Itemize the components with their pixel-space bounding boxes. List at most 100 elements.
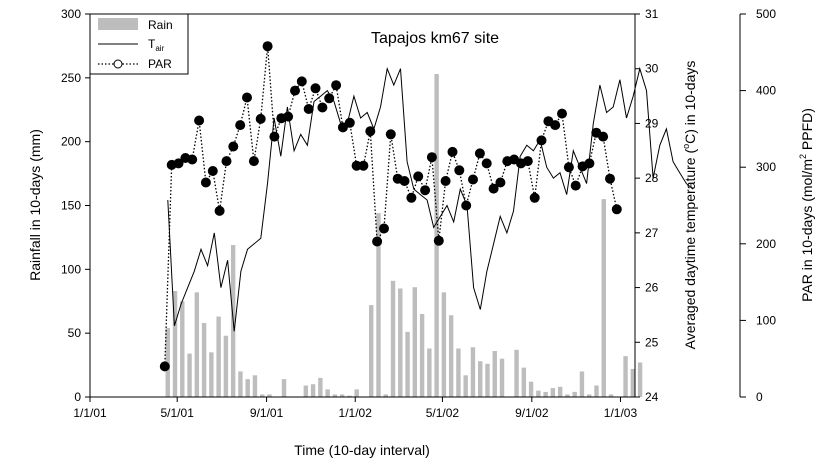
par-point (495, 177, 506, 188)
x-axis-label: Time (10-day interval) (294, 442, 430, 458)
par-point (228, 141, 239, 152)
par-point (488, 183, 499, 194)
par-point (159, 361, 170, 372)
par-point (570, 180, 581, 191)
y-left-tick-label: 200 (61, 135, 81, 149)
x-tick-label: 5/1/02 (426, 406, 460, 420)
rain-bar (565, 394, 570, 397)
par-point (440, 176, 451, 186)
y-temp-tick-label: 30 (645, 62, 659, 76)
rain-bar (543, 391, 548, 397)
rain-bar (434, 74, 439, 398)
rain-bar (601, 199, 606, 397)
par-point (557, 108, 567, 119)
par-point (481, 158, 492, 169)
par-point (290, 85, 300, 96)
par-point (283, 111, 294, 122)
rain-bar (557, 386, 563, 397)
par-point (207, 166, 218, 176)
rain-bar (492, 351, 497, 397)
rain-bar (390, 280, 396, 397)
y-left-tick-label: 150 (61, 199, 81, 213)
par-point (317, 102, 328, 113)
tair-line (167, 66, 694, 332)
y-left-tick-label: 100 (61, 262, 81, 276)
rain-bar (209, 352, 214, 397)
rain-bar (412, 287, 418, 397)
par-point (200, 177, 211, 188)
rain-bar (623, 356, 628, 397)
y-temp-tick-label: 26 (645, 281, 659, 295)
par-point (461, 200, 472, 211)
rain-bar (180, 301, 185, 397)
rain-bar (260, 394, 265, 397)
rain-bar (594, 385, 599, 397)
par-point (324, 93, 335, 104)
y-temp-tick-label: 31 (645, 7, 659, 21)
par-point (598, 131, 609, 142)
par-point (187, 154, 198, 165)
par-point (426, 152, 437, 163)
legend-label-rain: Rain (148, 18, 173, 32)
rain-bar (470, 347, 476, 397)
rain-bar (281, 379, 287, 397)
y-temp-tick-label: 24 (645, 390, 659, 404)
par-point (379, 223, 389, 234)
legend-swatch-rain (98, 18, 138, 30)
y-par-tick-label: 0 (756, 390, 763, 404)
par-point (358, 160, 369, 171)
rain-bar (216, 316, 221, 397)
par-point (474, 148, 485, 159)
rain-bar (637, 362, 643, 397)
rain-bar (238, 371, 243, 397)
rain-bar (587, 394, 592, 397)
par-point (221, 156, 232, 167)
rain-bar (354, 389, 359, 397)
rain-bar (456, 348, 461, 397)
rain-bar (419, 314, 425, 397)
par-point (611, 204, 622, 215)
x-tick-label: 9/1/01 (250, 406, 284, 420)
legend-marker-par (113, 59, 123, 69)
y-par-tick-label: 200 (756, 237, 776, 251)
rain-bar (572, 391, 577, 397)
par-point (242, 92, 252, 103)
rain-bar (245, 379, 250, 397)
y-par-tick-label: 400 (756, 84, 776, 98)
par-point (605, 173, 615, 184)
par-point (214, 205, 225, 216)
par-point (248, 156, 259, 167)
par-point (385, 129, 396, 140)
par-point (522, 156, 533, 167)
y-axis-right-temperature-label: Averaged daytime temperature (oC) in 10-… (681, 61, 698, 350)
chart-title: Tapajos km67 site (371, 30, 499, 47)
rain-bar (332, 394, 338, 397)
y-temp-tick-label: 28 (645, 171, 659, 185)
rain-bar (376, 213, 381, 397)
rain-bar (369, 305, 374, 397)
rain-bar (398, 288, 403, 397)
y-temp-tick-label: 27 (645, 226, 659, 240)
rain-bar (478, 361, 483, 397)
rain-bar (252, 375, 258, 397)
par-point (365, 126, 376, 137)
rain-bar (630, 368, 636, 397)
par-point (454, 165, 465, 176)
y-par-tick-label: 300 (756, 160, 776, 174)
rain-bar (550, 388, 556, 397)
rain-bar (347, 395, 352, 397)
par-point (406, 192, 417, 203)
par-point (372, 236, 383, 247)
par-point (447, 146, 458, 157)
y-left-tick-label: 0 (74, 390, 81, 404)
rain-bar (383, 394, 388, 397)
par-point (303, 104, 314, 114)
y-temp-tick-label: 25 (645, 335, 659, 349)
par-point (413, 171, 424, 182)
rain-bar (318, 377, 323, 397)
par-point (235, 120, 246, 131)
rain-bar (521, 367, 527, 397)
par-point (344, 117, 355, 128)
rain-bar (172, 291, 178, 397)
